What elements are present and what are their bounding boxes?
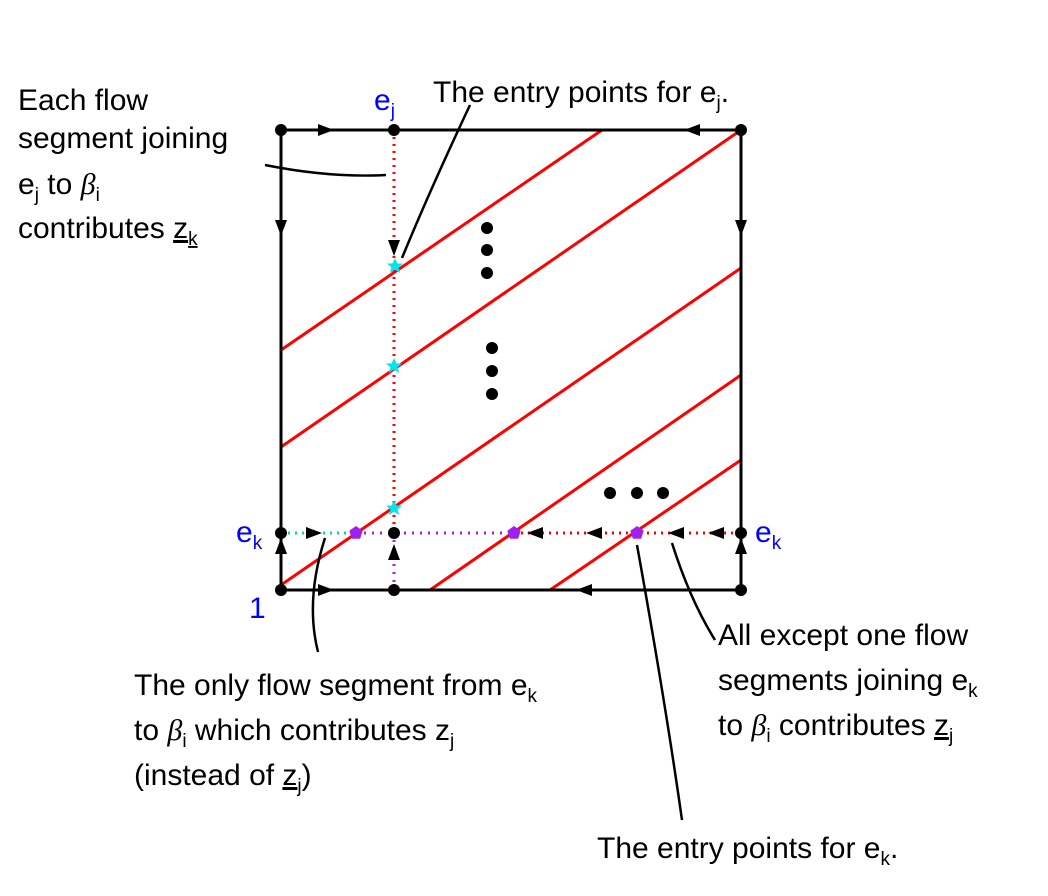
flow-line: [280, 128, 603, 352]
pointer-curves: [264, 104, 717, 821]
svg-text:contributes zk: contributes zk: [18, 212, 198, 250]
arrowhead-icon: [275, 538, 287, 554]
arrowhead-icon: [318, 124, 334, 136]
svg-text:Each flow: Each flow: [18, 84, 148, 117]
arrowhead-icon: [668, 527, 684, 539]
entry-markers-ej: [386, 258, 403, 515]
arrowheads: [275, 124, 747, 596]
svg-text:to βi contributes zj: to βi contributes zj: [718, 709, 953, 747]
svg-text:The only flow segment from ek: The only flow segment from ek: [134, 669, 538, 707]
flow-line: [549, 458, 742, 592]
one-label: 1: [249, 592, 266, 625]
vertex-dot-icon: [388, 584, 400, 596]
pentagon-marker-icon: [630, 526, 644, 539]
pentagon-marker-icon: [507, 526, 521, 539]
ek-label-right: ek: [755, 516, 782, 554]
flow-line: [280, 128, 742, 449]
star-marker-icon: [387, 258, 403, 273]
pointer-bottom-left: [311, 537, 327, 653]
star-marker-icon: [386, 500, 402, 515]
ek-label-left: ek: [236, 516, 263, 554]
ej-label: ej: [374, 84, 395, 122]
entry-markers-ek: [349, 526, 644, 539]
vertex-dot-icon: [275, 584, 287, 596]
pointer-top-center: [400, 104, 472, 259]
pentagon-marker-icon: [349, 526, 363, 539]
arrowhead-icon: [576, 584, 592, 596]
arrowhead-icon: [388, 240, 400, 256]
svg-text:(instead of zj): (instead of zj): [134, 759, 312, 797]
arrowhead-icon: [735, 220, 747, 236]
arrowhead-icon: [586, 527, 602, 539]
svg-text:segment joining: segment joining: [18, 122, 228, 155]
vertex-dot-icon: [275, 124, 287, 136]
square: [279, 128, 743, 592]
vertex-dots: [275, 124, 747, 596]
svg-text:to βi which contributes zj: to βi which contributes zj: [134, 714, 454, 752]
arrowhead-icon: [735, 538, 747, 554]
vertex-dot-icon: [275, 527, 287, 539]
svg-text:All except one flow: All except one flow: [718, 619, 968, 652]
arrowhead-icon: [275, 220, 287, 236]
pointer-top-left: [264, 163, 387, 177]
arrowhead-icon: [684, 124, 700, 136]
arrowhead-icon: [318, 584, 334, 596]
flow-lines: [280, 128, 742, 592]
arrowhead-icon: [388, 544, 400, 560]
vertex-dot-icon: [735, 527, 747, 539]
vertex-dot-icon: [735, 584, 747, 596]
vertex-dot-icon: [388, 527, 400, 539]
arrowhead-icon: [306, 527, 322, 539]
pointer-bottom-right: [670, 542, 717, 641]
annotation-bottom-center: The entry points for ek.: [597, 832, 898, 870]
pointer-bottom-center: [635, 544, 684, 821]
arrowhead-icon: [708, 527, 724, 539]
annotation-bottom-right: All except one flow segments joining ek …: [718, 619, 978, 747]
svg-text:segments joining ek: segments joining ek: [718, 664, 978, 702]
annotation-top-center: The entry points for ej.: [433, 76, 729, 114]
svg-text:ej to βi: ej to βi: [18, 168, 100, 206]
arrowhead-icon: [527, 527, 543, 539]
flow-line: [429, 373, 742, 592]
vertex-dot-icon: [735, 124, 747, 136]
annotation-top-left: Each flow segment joining ej to βi contr…: [18, 84, 228, 250]
ellipsis-dots-icon: [481, 222, 669, 499]
vertex-dot-icon: [388, 124, 400, 136]
star-marker-icon: [386, 358, 402, 373]
annotation-bottom-left: The only flow segment from ek to βi whic…: [134, 669, 538, 797]
